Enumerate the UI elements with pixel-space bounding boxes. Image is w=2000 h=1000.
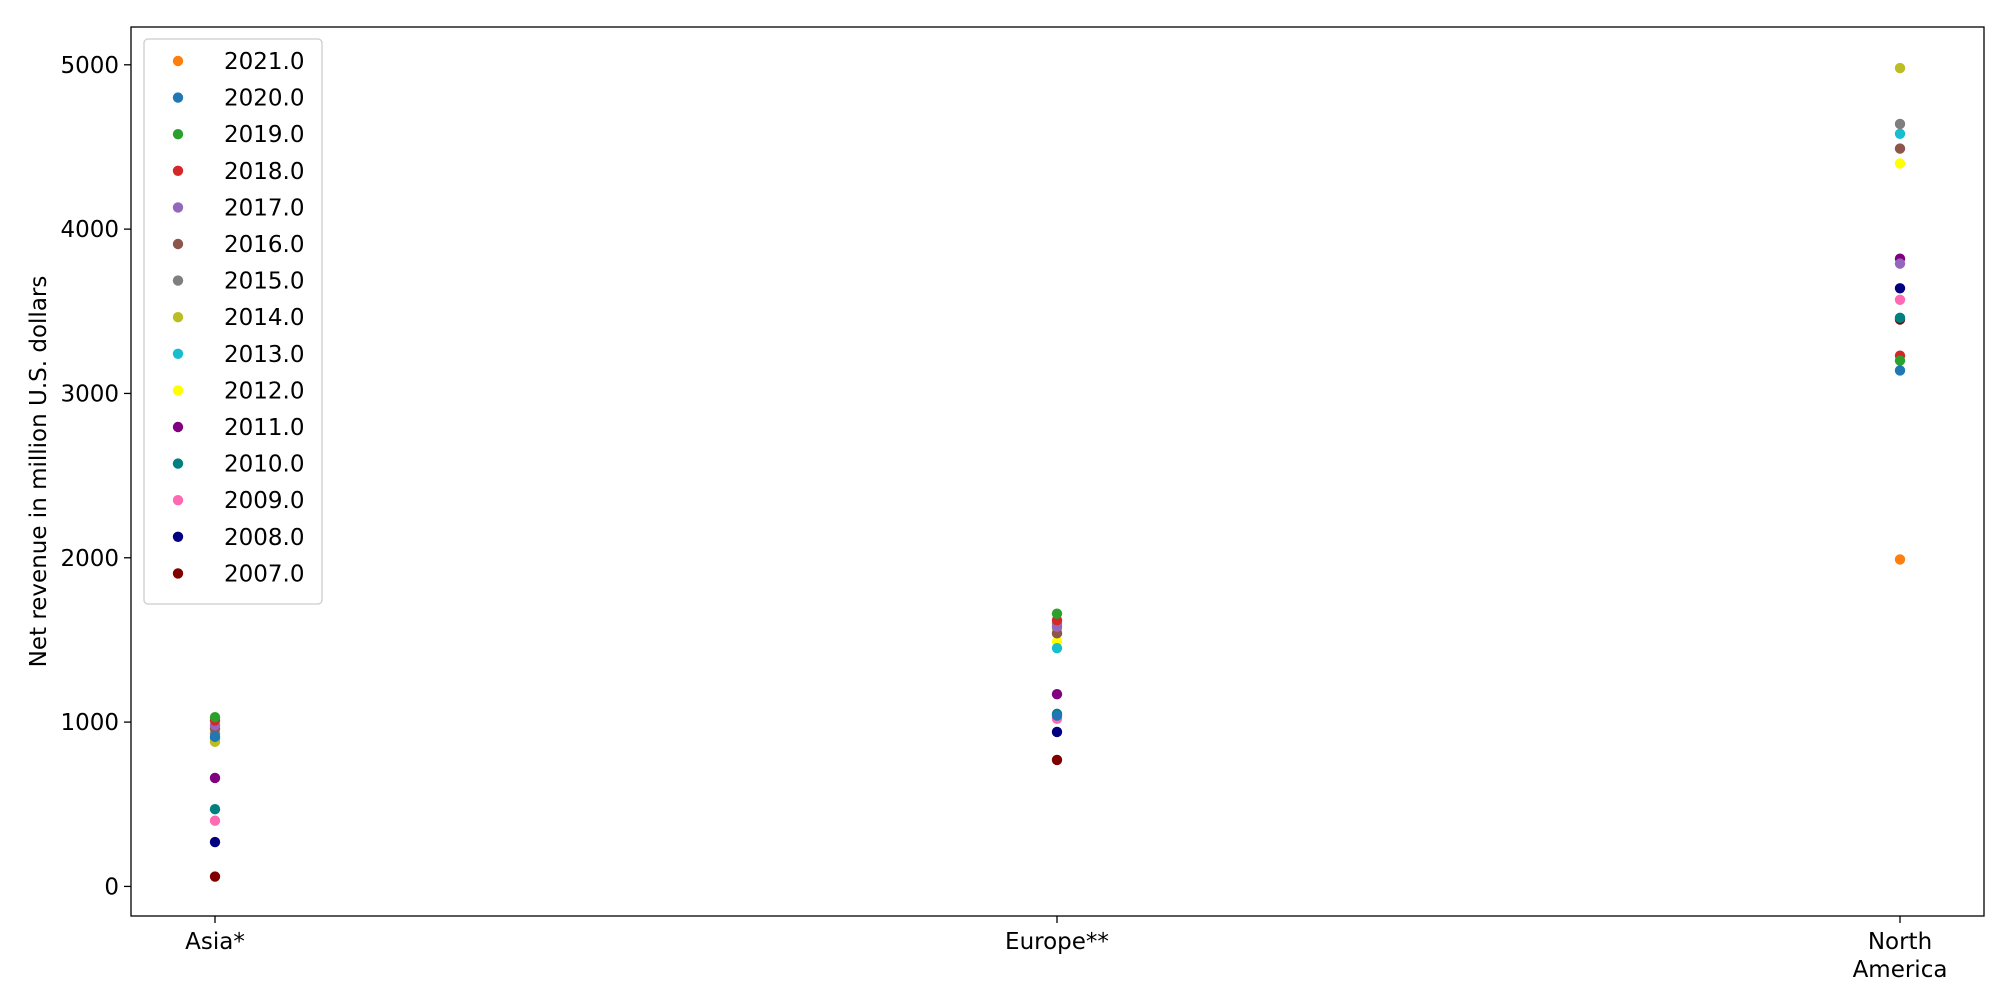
data-point <box>1894 355 1906 366</box>
legend-label: 2017.0 <box>224 195 304 221</box>
legend-label: 2009.0 <box>224 488 304 514</box>
data-point <box>209 836 221 848</box>
legend-marker <box>172 385 184 396</box>
legend-marker <box>172 495 184 506</box>
data-point <box>1894 62 1906 74</box>
legend-label: 2011.0 <box>224 415 304 441</box>
legend-label: 2014.0 <box>224 305 304 331</box>
legend-marker <box>172 129 184 140</box>
data-point <box>1894 294 1906 305</box>
legend-marker <box>172 312 184 323</box>
legend-label: 2019.0 <box>224 122 304 148</box>
legend-marker <box>172 55 184 67</box>
data-point <box>209 803 221 815</box>
legend-label: 2012.0 <box>224 378 304 404</box>
data-point <box>209 731 221 743</box>
legend-label: 2018.0 <box>224 159 304 185</box>
legend-marker <box>172 202 184 213</box>
y-tick-label: 4000 <box>60 217 119 243</box>
x-tick-label: North America <box>1853 929 1948 983</box>
legend-label: 2016.0 <box>224 232 304 258</box>
data-point <box>1051 688 1063 700</box>
y-tick-label: 3000 <box>60 381 119 407</box>
data-point <box>1894 158 1906 169</box>
legend: 2021.0 2020.0 2019.0 2018.0 2017.0 2016.0 2015… <box>143 38 323 605</box>
data-point <box>1894 128 1906 140</box>
legend-label: 2020.0 <box>224 86 304 112</box>
data-point <box>209 871 221 882</box>
legend-marker <box>172 458 184 469</box>
data-point <box>1894 365 1906 376</box>
data-point <box>1894 283 1906 294</box>
data-point <box>209 711 221 723</box>
x-axis: Asia* Europe** North America <box>185 916 1947 983</box>
y-tick-label: 0 <box>104 874 119 900</box>
legend-label: 2007.0 <box>224 561 304 587</box>
data-point <box>1894 312 1906 324</box>
data-point <box>1051 754 1063 766</box>
legend-label: 2021.0 <box>224 49 304 75</box>
legend-marker <box>172 568 184 579</box>
data-point <box>1894 118 1906 130</box>
data-points <box>209 62 1906 882</box>
legend-label: 2015.0 <box>224 269 304 295</box>
legend-marker <box>172 531 184 542</box>
y-axis: 0 1000 2000 3000 4000 5000 <box>60 53 131 900</box>
legend-marker <box>172 421 184 433</box>
legend-marker <box>172 238 184 250</box>
legend-marker <box>172 348 184 359</box>
y-tick-label: 1000 <box>60 710 119 736</box>
data-point <box>209 772 221 784</box>
data-point <box>1894 143 1906 154</box>
y-tick-label: 2000 <box>60 546 119 572</box>
x-tick-label: Europe** <box>1005 929 1109 955</box>
data-point <box>1051 726 1063 738</box>
legend-box <box>143 38 323 605</box>
data-point <box>1051 608 1063 619</box>
y-tick-label: 5000 <box>60 53 119 79</box>
legend-marker <box>172 275 184 286</box>
y-axis-title: Net revenue in million U.S. dollars <box>26 276 52 668</box>
data-point <box>1894 258 1906 269</box>
data-point <box>1051 710 1063 721</box>
legend-marker <box>172 165 184 176</box>
legend-marker <box>172 92 184 103</box>
data-point <box>1894 554 1906 565</box>
data-point <box>209 815 221 826</box>
data-point <box>1051 642 1063 654</box>
legend-label: 2013.0 <box>224 342 304 368</box>
legend-label: 2010.0 <box>224 452 304 478</box>
legend-label: 2008.0 <box>224 525 304 551</box>
x-tick-label: Asia* <box>185 929 245 955</box>
